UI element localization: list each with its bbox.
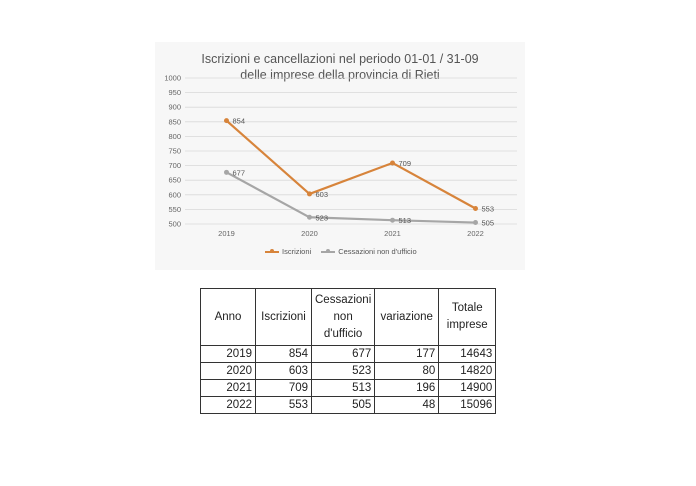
x-tick-label: 2022 — [467, 229, 484, 238]
cell-variazione: 196 — [374, 379, 440, 397]
data-point — [224, 118, 229, 124]
chart-legend: Iscrizioni Cessazioni non d'ufficio — [265, 247, 417, 256]
data-label: 505 — [482, 219, 495, 228]
data-point — [473, 206, 478, 212]
cell-anno: 2022 — [200, 396, 256, 414]
cell-cessazioni: 505 — [310, 396, 376, 414]
data-point — [224, 169, 229, 175]
header-anno: Anno — [200, 288, 256, 346]
table-row: 2021 709 513 196 14900 — [200, 379, 497, 397]
table-row: 2022 553 505 48 15096 — [200, 396, 497, 414]
chart-title: Iscrizioni e cancellazioni nel periodo 0… — [201, 52, 479, 66]
data-label: 553 — [482, 205, 495, 214]
cell-totale: 14820 — [438, 362, 497, 380]
y-tick-label: 950 — [168, 88, 181, 97]
y-tick-label: 850 — [168, 117, 181, 126]
y-tick-label: 600 — [168, 190, 181, 199]
cell-iscrizioni: 603 — [255, 362, 312, 380]
data-point — [473, 220, 478, 226]
y-tick-label: 650 — [168, 176, 181, 185]
data-label: 709 — [399, 159, 412, 168]
cell-variazione: 48 — [374, 396, 440, 414]
cell-variazione: 177 — [374, 345, 440, 363]
y-tick-label: 800 — [168, 132, 181, 141]
header-iscrizioni: Iscrizioni — [255, 288, 312, 346]
data-label: 854 — [233, 117, 246, 126]
legend-swatch-cessazioni — [321, 248, 336, 253]
cell-variazione: 80 — [374, 362, 440, 380]
y-tick-label: 750 — [168, 147, 181, 156]
cell-totale: 14900 — [438, 379, 497, 397]
y-tick-label: 500 — [168, 220, 181, 229]
data-label: 513 — [399, 216, 412, 225]
cell-anno: 2021 — [200, 379, 256, 397]
series-line-iscrizioni — [225, 119, 477, 210]
cell-iscrizioni: 854 — [255, 345, 312, 363]
line-chart: 1000 950 900 850 800 750 700 650 600 550 500 2019 20… — [164, 74, 517, 238]
data-point — [390, 217, 395, 223]
cell-cessazioni: 677 — [310, 345, 376, 363]
data-label: 677 — [233, 168, 246, 177]
header-variazione: variazione — [374, 288, 440, 346]
cell-totale: 14643 — [438, 345, 497, 363]
legend-item-cessazioni: Cessazioni non d'ufficio — [321, 247, 417, 256]
y-tick-label: 1000 — [164, 74, 181, 83]
data-label: 603 — [316, 190, 329, 199]
legend-item-iscrizioni: Iscrizioni — [265, 247, 311, 256]
chart-panel: Iscrizioni e cancellazioni nel periodo 0… — [155, 42, 525, 270]
x-tick-label: 2020 — [301, 229, 318, 238]
series-line-cessazioni — [225, 171, 476, 224]
x-tick-label: 2019 — [218, 229, 235, 238]
cell-iscrizioni: 709 — [255, 379, 312, 397]
legend-swatch-iscrizioni — [265, 248, 279, 253]
chart-subtitle: delle imprese della provincia di Rieti — [240, 68, 440, 82]
table-row: 2019 854 677 177 14643 — [200, 345, 497, 363]
table-row: 2020 603 523 80 14820 — [200, 362, 497, 380]
cell-iscrizioni: 553 — [255, 396, 312, 414]
header-cessazioni: Cessazioni non d'ufficio — [310, 288, 376, 346]
cell-cessazioni: 523 — [310, 362, 376, 380]
cell-cessazioni: 513 — [310, 379, 376, 397]
header-totale-imprese: Totale imprese — [438, 288, 497, 346]
data-label: 523 — [316, 213, 329, 222]
y-tick-label: 900 — [168, 103, 181, 112]
cell-anno: 2020 — [200, 362, 256, 380]
cell-anno: 2019 — [200, 345, 256, 363]
data-point — [307, 214, 312, 220]
legend-label-iscrizioni: Iscrizioni — [282, 247, 312, 256]
data-point — [390, 160, 395, 166]
cell-totale: 15096 — [438, 396, 497, 414]
data-table: Anno Iscrizioni Cessazioni non d'ufficio… — [200, 288, 497, 414]
x-tick-label: 2021 — [384, 229, 401, 238]
y-tick-label: 700 — [168, 161, 181, 170]
y-tick-label: 550 — [168, 205, 181, 214]
legend-label-cessazioni: Cessazioni non d'ufficio — [338, 247, 417, 256]
table-header-row: Anno Iscrizioni Cessazioni non d'ufficio… — [200, 288, 497, 346]
data-point — [307, 191, 312, 197]
